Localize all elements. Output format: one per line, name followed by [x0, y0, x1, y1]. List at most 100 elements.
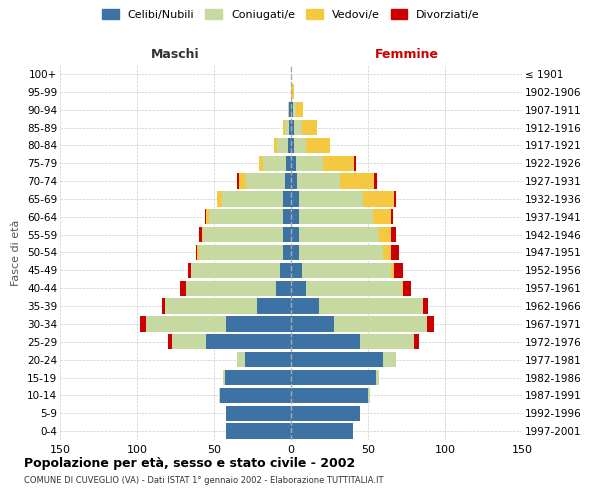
Bar — [391, 263, 394, 278]
Bar — [180, 280, 186, 296]
Bar — [291, 138, 294, 153]
Bar — [146, 316, 226, 332]
Bar — [286, 156, 291, 171]
Bar — [247, 174, 285, 188]
Bar — [283, 120, 285, 135]
Bar — [237, 174, 239, 188]
Bar — [291, 192, 299, 206]
Bar — [291, 334, 360, 349]
Bar — [394, 192, 396, 206]
Bar — [403, 280, 411, 296]
Bar — [364, 192, 394, 206]
Bar — [288, 138, 291, 153]
Bar — [291, 156, 296, 171]
Bar — [217, 192, 222, 206]
Bar — [289, 120, 291, 135]
Bar — [291, 263, 302, 278]
Bar — [291, 316, 334, 332]
Bar — [368, 388, 370, 403]
Bar — [291, 102, 293, 117]
Bar — [257, 298, 291, 314]
Bar — [245, 352, 291, 367]
Bar — [263, 156, 286, 171]
Bar — [220, 388, 291, 403]
Bar — [203, 227, 283, 242]
Bar — [172, 334, 206, 349]
Bar — [289, 102, 291, 117]
Bar — [280, 263, 291, 278]
Bar — [223, 370, 225, 385]
Bar — [334, 316, 427, 332]
Bar — [302, 263, 391, 278]
Bar — [319, 298, 424, 314]
Bar — [391, 227, 396, 242]
Bar — [199, 245, 283, 260]
Bar — [205, 209, 206, 224]
Bar — [186, 280, 275, 296]
Bar — [376, 370, 379, 385]
Bar — [360, 334, 414, 349]
Bar — [199, 227, 202, 242]
Bar — [293, 102, 296, 117]
Bar — [296, 102, 304, 117]
Bar — [291, 352, 383, 367]
Bar — [202, 227, 203, 242]
Bar — [297, 174, 340, 188]
Bar — [383, 245, 391, 260]
Bar — [291, 245, 299, 260]
Bar — [302, 120, 317, 135]
Bar — [340, 174, 374, 188]
Bar — [374, 174, 377, 188]
Bar — [427, 316, 434, 332]
Bar — [140, 316, 146, 332]
Bar — [237, 352, 245, 367]
Bar — [196, 245, 197, 260]
Bar — [288, 102, 289, 117]
Bar — [373, 209, 391, 224]
Bar — [283, 227, 291, 242]
Bar — [197, 245, 199, 260]
Text: Popolazione per età, sesso e stato civile - 2002: Popolazione per età, sesso e stato civil… — [24, 458, 355, 470]
Bar — [165, 298, 257, 314]
Bar — [188, 263, 191, 278]
Bar — [394, 263, 403, 278]
Bar — [283, 209, 291, 224]
Bar — [402, 280, 403, 296]
Bar — [222, 192, 283, 206]
Bar — [299, 209, 373, 224]
Bar — [379, 227, 391, 242]
Bar — [291, 370, 376, 385]
Bar — [294, 120, 302, 135]
Bar — [285, 174, 291, 188]
Legend: Celibi/Nubili, Coniugati/e, Vedovi/e, Divorziati/e: Celibi/Nubili, Coniugati/e, Vedovi/e, Di… — [98, 5, 484, 24]
Bar — [291, 388, 368, 403]
Bar — [226, 406, 291, 421]
Bar — [294, 138, 307, 153]
Bar — [161, 298, 165, 314]
Bar — [206, 209, 209, 224]
Bar — [383, 352, 396, 367]
Y-axis label: Anni di nascita: Anni di nascita — [598, 211, 600, 294]
Bar — [414, 334, 419, 349]
Bar — [191, 263, 280, 278]
Bar — [259, 156, 263, 171]
Text: COMUNE DI CUVEGLIO (VA) - Dati ISTAT 1° gennaio 2002 - Elaborazione TUTTITALIA.I: COMUNE DI CUVEGLIO (VA) - Dati ISTAT 1° … — [24, 476, 383, 485]
Bar — [226, 316, 291, 332]
Bar — [299, 245, 383, 260]
Bar — [291, 280, 307, 296]
Y-axis label: Fasce di età: Fasce di età — [11, 220, 22, 286]
Bar — [307, 280, 402, 296]
Bar — [307, 138, 329, 153]
Bar — [239, 174, 247, 188]
Bar — [296, 156, 323, 171]
Bar — [291, 298, 319, 314]
Bar — [323, 156, 354, 171]
Bar — [424, 298, 428, 314]
Bar — [391, 245, 399, 260]
Text: Femmine: Femmine — [374, 48, 439, 62]
Text: Maschi: Maschi — [151, 48, 200, 62]
Bar — [291, 84, 294, 100]
Bar — [275, 280, 291, 296]
Bar — [291, 174, 297, 188]
Bar — [209, 209, 283, 224]
